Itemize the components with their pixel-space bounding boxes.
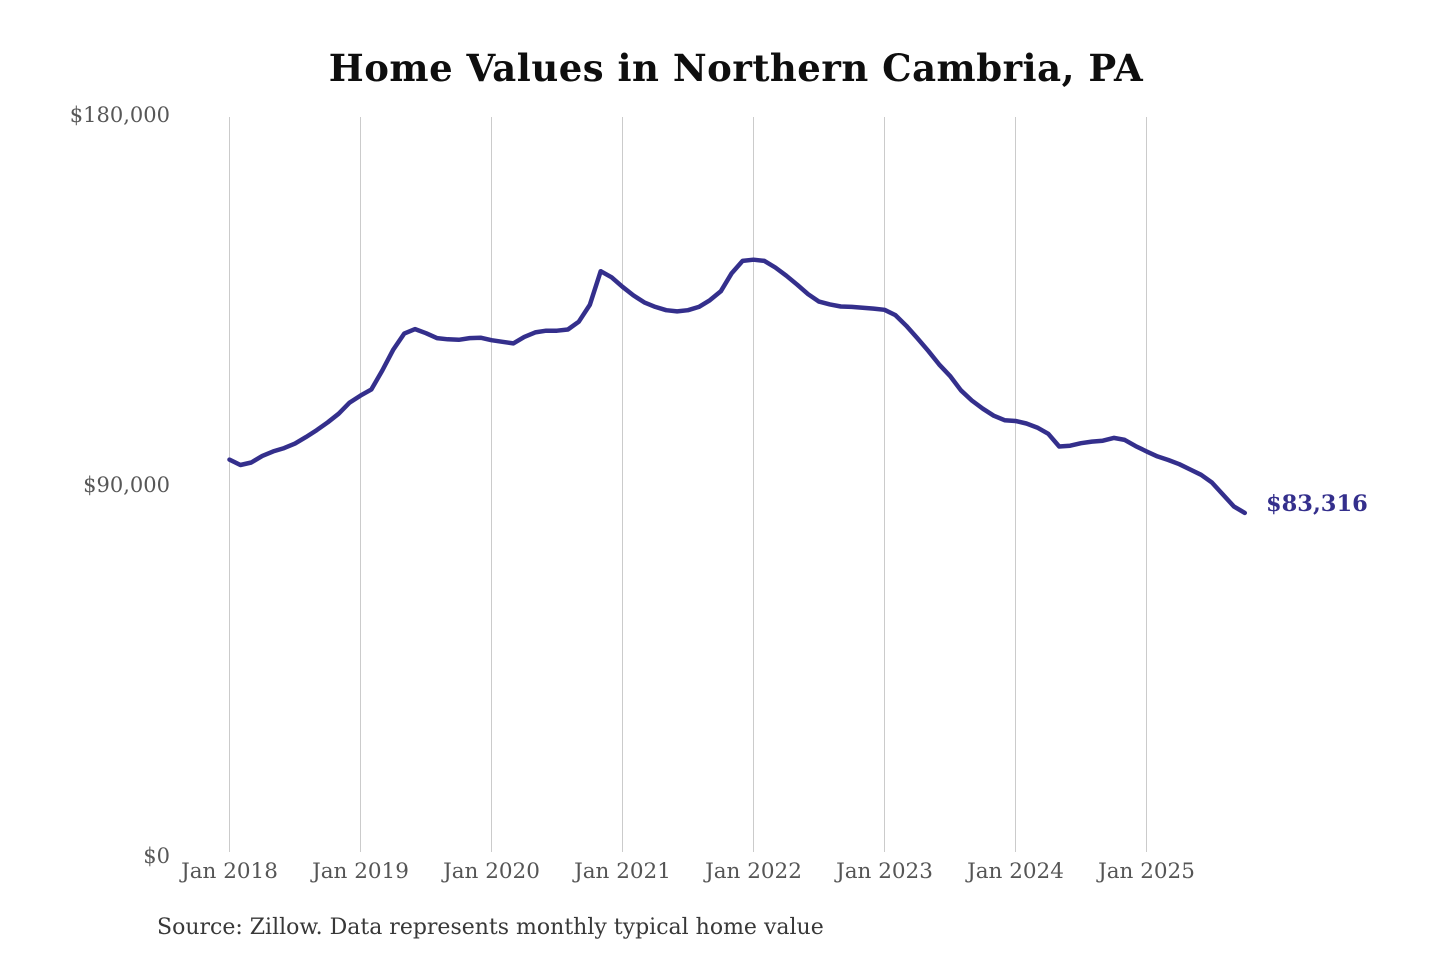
x-axis-tick-jan-2025: Jan 2025	[1098, 859, 1195, 884]
x-axis-tick-jan-2020: Jan 2020	[443, 859, 540, 884]
y-axis-tick-0: $0	[143, 844, 170, 868]
latest-value-label: $83,316	[1266, 491, 1368, 517]
x-axis-tick-jan-2019: Jan 2019	[312, 859, 409, 884]
x-axis-tick-jan-2022: Jan 2022	[705, 859, 802, 884]
x-axis-tick-jan-2018: Jan 2018	[181, 859, 278, 884]
x-axis-tick-jan-2023: Jan 2023	[836, 859, 933, 884]
x-axis-tick-jan-2021: Jan 2021	[574, 859, 671, 884]
source-note: Source: Zillow. Data represents monthly …	[157, 915, 824, 940]
y-axis-tick-90000: $90,000	[83, 473, 170, 497]
year-gridlines	[229, 117, 1147, 852]
x-axis-tick-jan-2024: Jan 2024	[967, 859, 1064, 884]
chart-title: Home Values in Northern Cambria, PA	[328, 46, 1144, 90]
y-axis-tick-180000: $180,000	[69, 103, 170, 127]
home-value-line	[227, 257, 1248, 516]
